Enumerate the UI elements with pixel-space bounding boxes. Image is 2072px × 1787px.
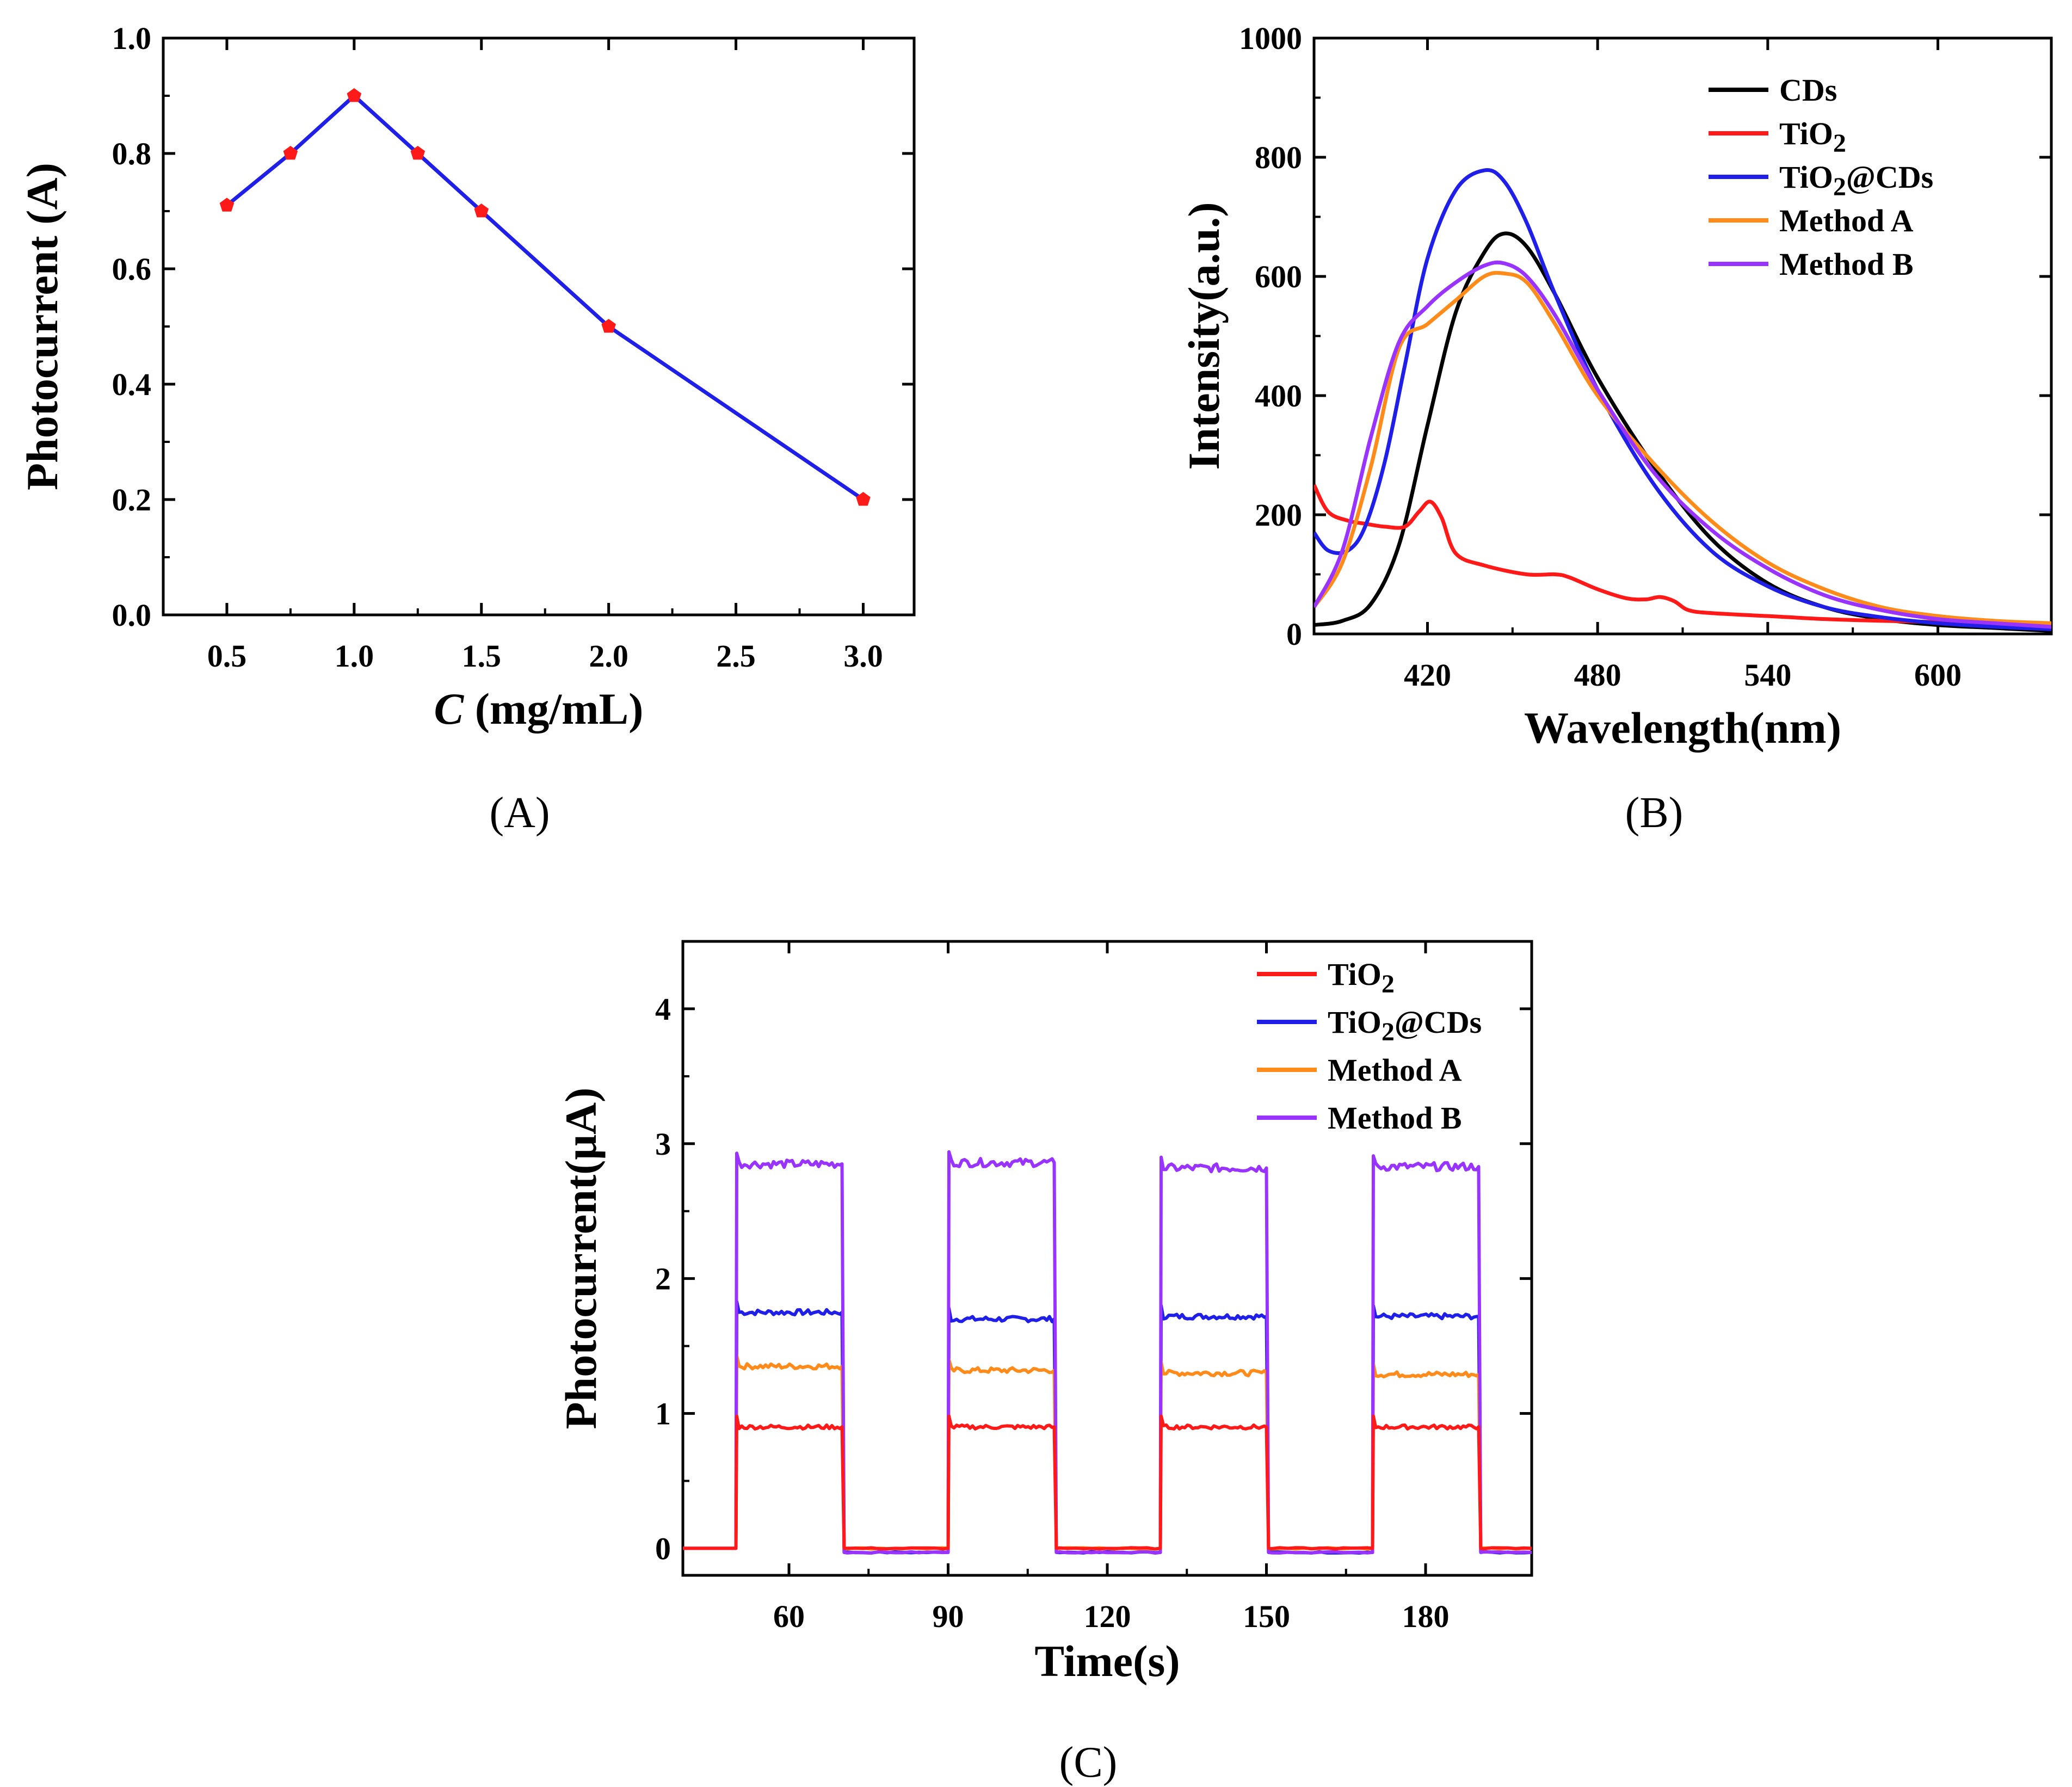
- chart-c-plot-area: [683, 1150, 1532, 1555]
- chart-b-y-tick-label: 0: [1286, 617, 1302, 652]
- chart-c-legend-label-main: TiO: [1328, 1005, 1382, 1040]
- chart-b-legend-label: CDs: [1779, 72, 1837, 108]
- chart-a-x-tick-label: 2.5: [716, 638, 756, 674]
- chart-b-legend-label-tail: @CDs: [1846, 159, 1933, 195]
- chart-b-legend-label-main: TiO: [1779, 116, 1833, 151]
- chart-b-plot-area: [1314, 168, 2051, 633]
- chart-c-legend-label-main: Method B: [1328, 1100, 1462, 1136]
- chart-c-legend-label-sub: 2: [1382, 970, 1395, 999]
- chart-b-series-line: [1314, 484, 2051, 627]
- chart-b-y-tick-label: 1000: [1239, 21, 1302, 56]
- chart-c-series-line: [683, 1354, 1532, 1551]
- chart-c-legend-label-main: Method A: [1328, 1052, 1462, 1088]
- chart-c-series-line: [683, 1150, 1532, 1555]
- chart-b-legend-label-main: Method A: [1779, 203, 1914, 238]
- chart-a-x-tick-label: 0.5: [207, 638, 247, 674]
- chart-a-data-point: [856, 492, 871, 506]
- chart-b-x-axis-title: Wavelength(nm): [1524, 703, 1841, 753]
- chart-b-panel-label: (B): [1625, 789, 1683, 837]
- chart-a-y-tick-label: 0.6: [112, 251, 152, 287]
- chart-b-legend-label: TiO2@CDs: [1779, 159, 1933, 201]
- chart-b-x-tick-label: 600: [1914, 657, 1962, 693]
- chart-b-legend-label: TiO2: [1779, 116, 1846, 158]
- chart-a: 0.5 1.0 1.5 2.0 2.5 3.0 0.0 0.2 0.4 0.6 0.8 1.0 Phot…: [17, 21, 916, 837]
- chart-c-panel-label: (C): [1059, 1739, 1118, 1786]
- chart-c-y-tick-label: 4: [655, 991, 671, 1027]
- chart-b-y-tick-label: 800: [1255, 140, 1302, 175]
- chart-a-data-point: [347, 88, 362, 102]
- chart-c-legend-label-main: TiO: [1328, 957, 1382, 992]
- chart-a-x-tick-label: 2.0: [589, 638, 628, 674]
- chart-a-panel-label: (A): [489, 789, 550, 837]
- chart-a-plot-frame: [162, 36, 916, 617]
- chart-c-legend-label-sub: 2: [1382, 1018, 1395, 1046]
- chart-c-legend-label-tail: @CDs: [1395, 1005, 1482, 1040]
- chart-b-legend-label-sub: 2: [1833, 129, 1846, 158]
- chart-a-y-tick-label: 0.2: [112, 482, 152, 517]
- chart-b-x-tick-label: 480: [1574, 657, 1621, 693]
- chart-c-series-line: [683, 1414, 1532, 1551]
- chart-b-legend-label: Method A: [1779, 203, 1914, 238]
- chart-a-data-point: [283, 146, 298, 160]
- chart-b-series-line: [1314, 270, 2051, 625]
- chart-b-x-tick-label: 420: [1404, 657, 1451, 693]
- chart-b-plot-frame: [1312, 36, 2053, 636]
- chart-b-series-line: [1314, 260, 2051, 629]
- chart-a-data-point: [474, 204, 489, 218]
- chart-a-x-tick-label: 1.5: [461, 638, 501, 674]
- chart-c-x-tick-label: 60: [773, 1599, 805, 1634]
- chart-c-y-axis-title: Photocurrent(μA): [556, 1088, 606, 1429]
- chart-c-y-tick-label: 1: [655, 1396, 671, 1432]
- chart-a-x-axis-title-italic: C: [434, 684, 465, 734]
- chart-c-x-tick-label: 180: [1402, 1599, 1450, 1634]
- chart-b-y-tick-label: 400: [1255, 378, 1302, 414]
- chart-c-legend-label: Method A: [1328, 1052, 1462, 1088]
- chart-c-legend-label: Method B: [1328, 1100, 1462, 1136]
- chart-c-y-tick-label: 2: [655, 1261, 671, 1297]
- chart-b-legend-label-main: TiO: [1779, 159, 1833, 195]
- chart-b-y-axis-title: Intensity(a.u.): [1179, 202, 1229, 470]
- chart-c-x-tick-label: 120: [1084, 1599, 1131, 1634]
- chart-a-series-line: [225, 93, 865, 501]
- chart-b-y-tick-label: 600: [1255, 259, 1302, 294]
- chart-a-y-tick-label: 0.8: [112, 136, 152, 171]
- chart-b-x-tick-label: 540: [1744, 657, 1791, 693]
- chart-a-data-point: [601, 319, 616, 333]
- chart-b-y-tick-label: 200: [1255, 497, 1302, 533]
- chart-c-y-tick-label: 3: [655, 1126, 671, 1162]
- chart-a-x-axis-title: C (mg/mL): [434, 684, 644, 734]
- chart-c-x-tick-label: 150: [1243, 1599, 1290, 1634]
- chart-a-x-axis-title-rest: (mg/mL): [464, 684, 643, 734]
- chart-a-y-tick-label: 0.4: [112, 367, 152, 402]
- chart-a-data-point: [219, 198, 235, 212]
- chart-a-x-tick-label: 3.0: [843, 638, 883, 674]
- chart-a-y-tick-label: 1.0: [112, 21, 152, 56]
- chart-a-data-point: [410, 146, 425, 160]
- chart-b-legend-label: Method B: [1779, 247, 1914, 282]
- chart-c-y-tick-label: 0: [655, 1531, 671, 1566]
- chart-b-series-line: [1314, 231, 2051, 633]
- chart-c-legend-label: TiO2@CDs: [1328, 1005, 1482, 1046]
- chart-b-legend-label-main: Method B: [1779, 247, 1914, 282]
- chart-a-y-tick-label: 0.0: [112, 597, 152, 633]
- chart-b-legend-label-main: CDs: [1779, 72, 1837, 108]
- chart-c-x-tick-label: 90: [933, 1599, 964, 1634]
- chart-b-series-line: [1314, 168, 2051, 631]
- chart-c: 60 90 120 150 180 0 1 2 3 4 Photocurrent(μA) Time(s…: [556, 940, 1533, 1786]
- chart-b-legend-label-sub: 2: [1833, 172, 1846, 201]
- chart-c-legend-label: TiO2: [1328, 957, 1395, 999]
- chart-a-y-axis-title: Photocurrent (A): [17, 163, 67, 490]
- chart-a-x-tick-label: 1.0: [335, 638, 374, 674]
- chart-b: 420 480 540 600 0 200 400 600 800 1000 Intensity(a…: [1179, 21, 2053, 837]
- chart-c-x-axis-title: Time(s): [1034, 1636, 1180, 1686]
